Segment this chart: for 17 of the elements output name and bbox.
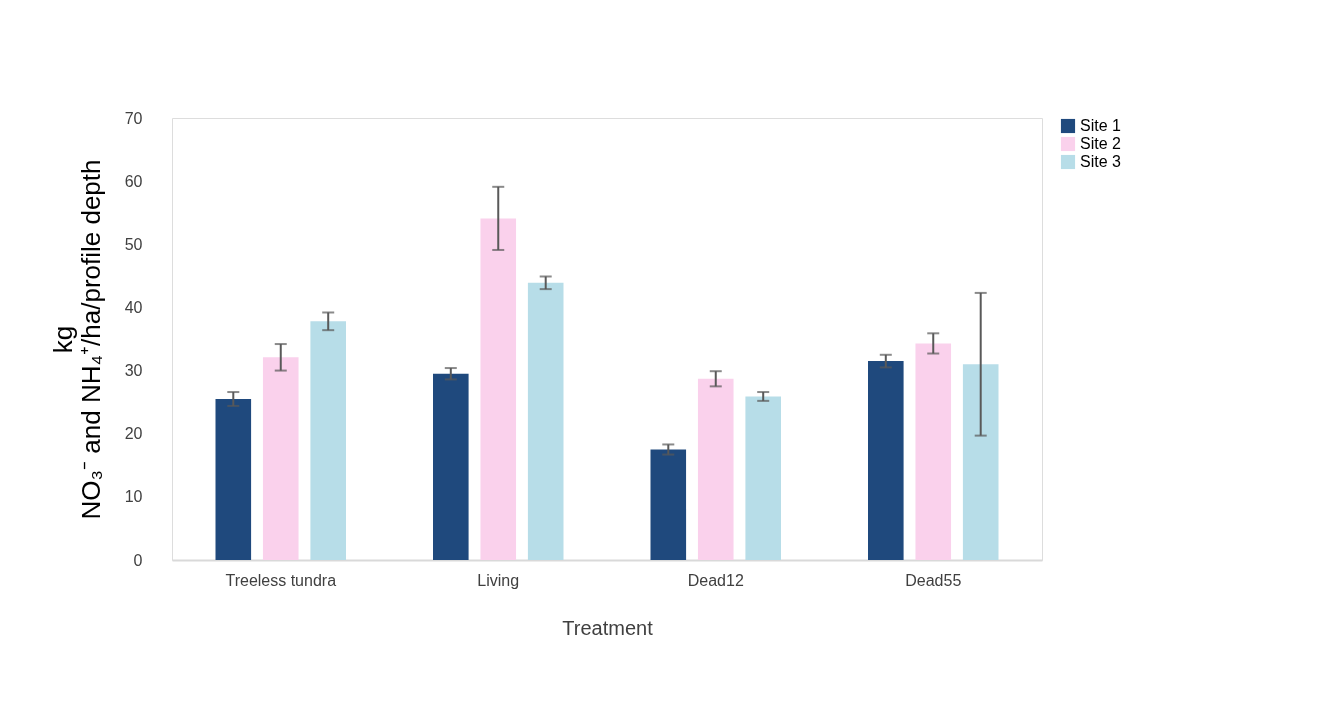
x-tick-label: Living <box>477 571 520 589</box>
y-tick-label: 70 <box>124 109 143 127</box>
y-axis-title: kg NO₃⁻ and NH₄⁺/ha/profile depth <box>47 159 106 520</box>
x-tick-label: Dead55 <box>905 571 962 589</box>
y-tick-label: 60 <box>124 172 143 190</box>
y-tick-label: 40 <box>124 298 143 316</box>
y-tick-label: 0 <box>133 551 143 569</box>
y-tick-label: 30 <box>124 362 143 380</box>
x-axis-title: Treatment <box>562 616 654 639</box>
x-tick-label: Treeless tundra <box>225 571 337 589</box>
y-tick-label: 10 <box>124 488 143 506</box>
x-tick-label: Dead12 <box>687 571 744 589</box>
y-tick-label: 50 <box>124 235 143 253</box>
legend-label: Site 1 <box>1080 117 1122 134</box>
y-tick-label: 20 <box>124 425 143 443</box>
legend-label: Site 3 <box>1080 153 1122 170</box>
legend-label: Site 2 <box>1080 135 1122 152</box>
